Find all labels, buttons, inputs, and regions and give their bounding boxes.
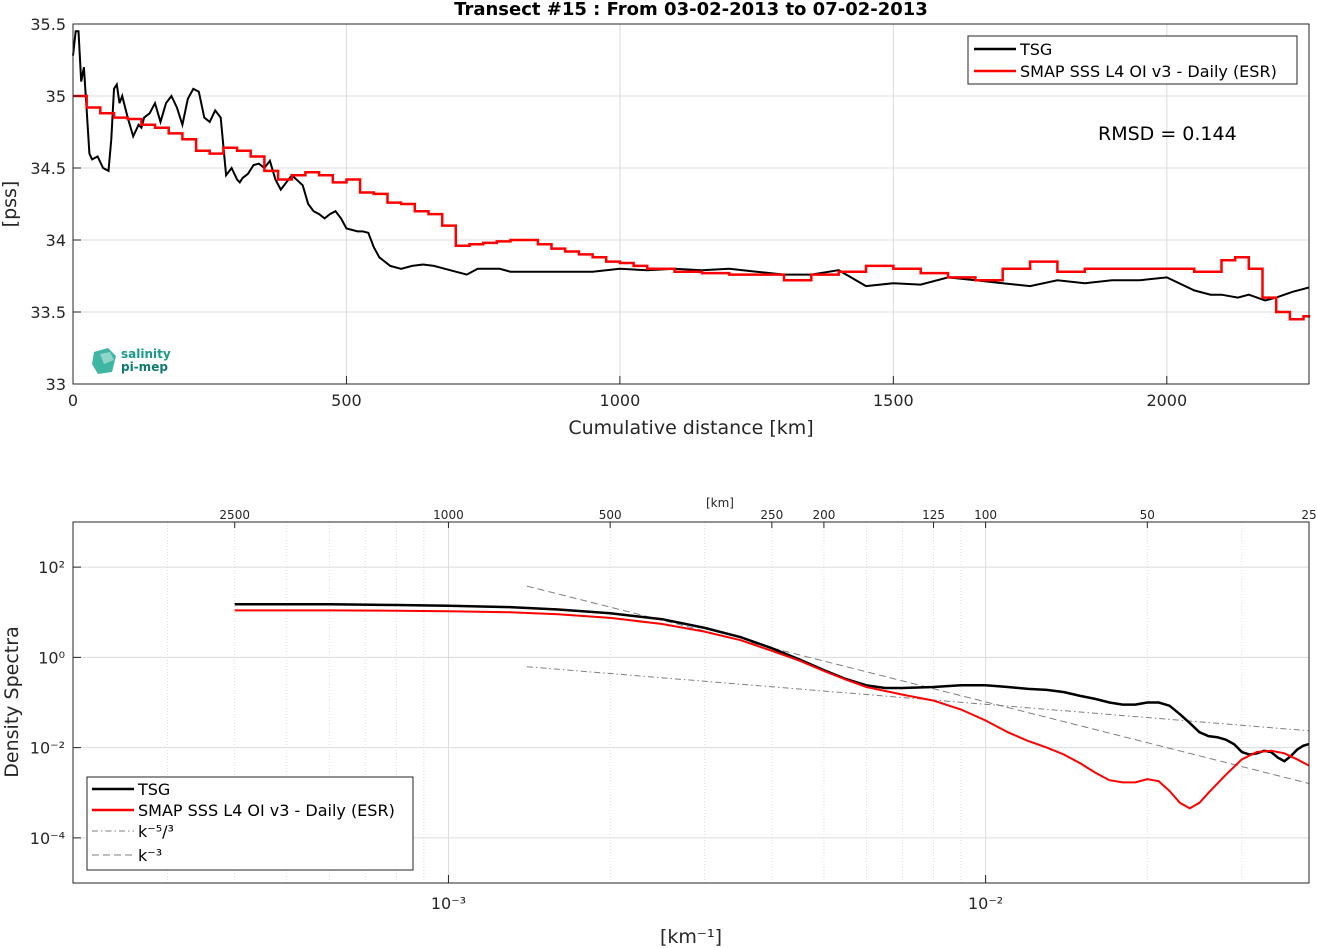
top-x-tick-label: 2000 [1146,391,1187,410]
top-y-tick-label: 34 [46,231,66,250]
bottom-y-tick-label: 10⁻⁴ [30,829,65,848]
bottom-y-axis-label: Density Spectra [1,626,23,777]
top-grid [73,24,1309,384]
bottom-y-tick-label: 10² [38,558,65,577]
smap-spectrum-line [234,609,1310,810]
bottom-legend-tsg-label: TSG [137,780,170,799]
spectra-panel: 10⁻³ 10⁻² 10² 10⁰ 10⁻² 10⁻⁴ 2500 1000 500 250 200 1… [1,496,1317,948]
top-km-tick-label: 500 [599,508,622,522]
top-legend-box [967,35,1298,85]
top-y-tick-label: 35 [46,87,66,106]
top-axes-box [72,23,1310,385]
top-x-tick-label: 0 [68,391,78,410]
top-legend-smap-label: SMAP SSS L4 OI v3 - Daily (ESR) [1020,62,1277,81]
bottom-x-tick-label: 10⁻² [968,894,1003,913]
bottom-ticks: 10⁻³ 10⁻² 10² 10⁰ 10⁻² 10⁻⁴ 2500 1000 500 250 200 1… [30,508,1317,913]
logo-text-pimep: pi-mep [121,360,168,374]
top-x-tick-label: 1000 [600,391,641,410]
top-km-tick-label: 25 [1301,508,1316,522]
bottom-x-tick-label: 10⁻³ [431,894,466,913]
top-y-tick-label: 34.5 [30,159,66,178]
bottom-y-tick-label: 10⁻² [30,739,65,758]
top-lines [72,30,1311,321]
top-axis-km-label: [km] [706,496,734,510]
logo-shape-highlight [100,352,114,364]
bottom-legend-box [86,776,414,871]
top-legend: TSG SMAP SSS L4 OI v3 - Daily (ESR) [967,35,1298,85]
top-legend-tsg-label: TSG [1019,40,1052,59]
top-km-tick-label: 50 [1140,508,1155,522]
bottom-y-tick-label: 10⁰ [38,648,65,667]
top-km-tick-label: 1000 [433,508,464,522]
k53-reference-line [526,666,1310,732]
logo-text-salinity: salinity [121,347,171,361]
top-x-axis-label: Cumulative distance [km] [568,417,813,439]
top-ticks: 0 500 1000 1500 2000 33 33.5 34 34.5 35 35.5 [30,15,1187,410]
bottom-legend-k3-label: k⁻³ [138,846,162,865]
top-km-tick-label: 250 [760,508,783,522]
bottom-legend-k53-label: k⁻⁵/³ [138,822,174,841]
transect-panel: 0 500 1000 1500 2000 33 33.5 34 34.5 35 35.5 Trans… [0,0,1311,439]
top-y-tick-label: 33 [46,375,66,394]
bottom-legend-smap-label: SMAP SSS L4 OI v3 - Daily (ESR) [138,801,395,820]
top-y-tick-label: 35.5 [30,15,66,34]
bottom-legend: TSG SMAP SSS L4 OI v3 - Daily (ESR) k⁻⁵/… [86,776,414,871]
top-x-tick-label: 500 [331,391,362,410]
smap-series-line [73,94,1311,321]
tsg-series-line [72,30,1310,302]
top-km-tick-label: 200 [812,508,835,522]
chart-title: Transect #15 : From 03-02-2013 to 07-02-… [454,0,928,20]
bottom-axes-box [72,521,1310,884]
top-km-tick-label: 2500 [219,508,250,522]
top-km-tick-label: 125 [922,508,945,522]
top-x-tick-label: 1500 [873,391,914,410]
top-y-axis-label: [pss] [0,181,21,228]
bottom-lines [234,585,1310,810]
bottom-x-axis-label: [km⁻¹] [660,926,722,948]
salinity-pimep-logo: salinity pi-mep [92,347,171,374]
top-km-tick-label: 100 [974,508,997,522]
top-y-tick-label: 33.5 [30,303,66,322]
rmsd-annotation: RMSD = 0.144 [1098,123,1237,145]
